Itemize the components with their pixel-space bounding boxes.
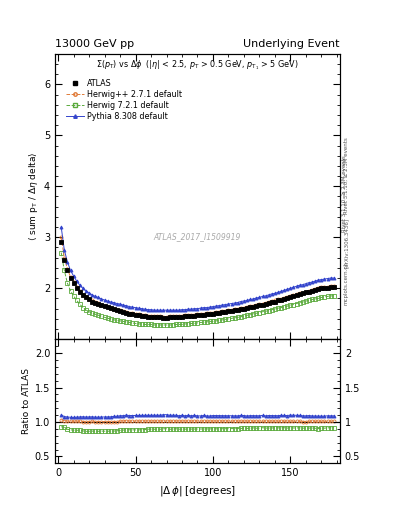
Y-axis label: Ratio to ATLAS: Ratio to ATLAS (22, 368, 31, 434)
Text: Underlying Event: Underlying Event (243, 38, 340, 49)
Text: Rivet 3.1.10, ≥ 2.3M events: Rivet 3.1.10, ≥ 2.3M events (342, 155, 347, 232)
Text: mcplots.cern.ch: mcplots.cern.ch (344, 262, 349, 306)
Text: Rivet 3.1.10, ≥ 2.3M events: Rivet 3.1.10, ≥ 2.3M events (344, 138, 349, 215)
Text: $\Sigma(p_{\rm T})$ vs $\Delta\phi$  ($|\eta|$ < 2.5, $p_{\rm T}$ > 0.5 GeV, $p_: $\Sigma(p_{\rm T})$ vs $\Delta\phi$ ($|\… (96, 58, 299, 72)
X-axis label: $|\Delta\,\phi|$ [degrees]: $|\Delta\,\phi|$ [degrees] (159, 484, 236, 498)
Text: ATLAS_2017_I1509919: ATLAS_2017_I1509919 (154, 232, 241, 241)
Y-axis label: $\langle$ sum p$_{\rm T}$ / $\Delta\eta$ delta$\rangle$: $\langle$ sum p$_{\rm T}$ / $\Delta\eta$… (27, 152, 40, 241)
Text: 13000 GeV pp: 13000 GeV pp (55, 38, 134, 49)
Legend: ATLAS, Herwig++ 2.7.1 default, Herwig 7.2.1 default, Pythia 8.308 default: ATLAS, Herwig++ 2.7.1 default, Herwig 7.… (65, 78, 184, 123)
Text: [arXiv:1306.3436]: [arXiv:1306.3436] (344, 218, 349, 268)
